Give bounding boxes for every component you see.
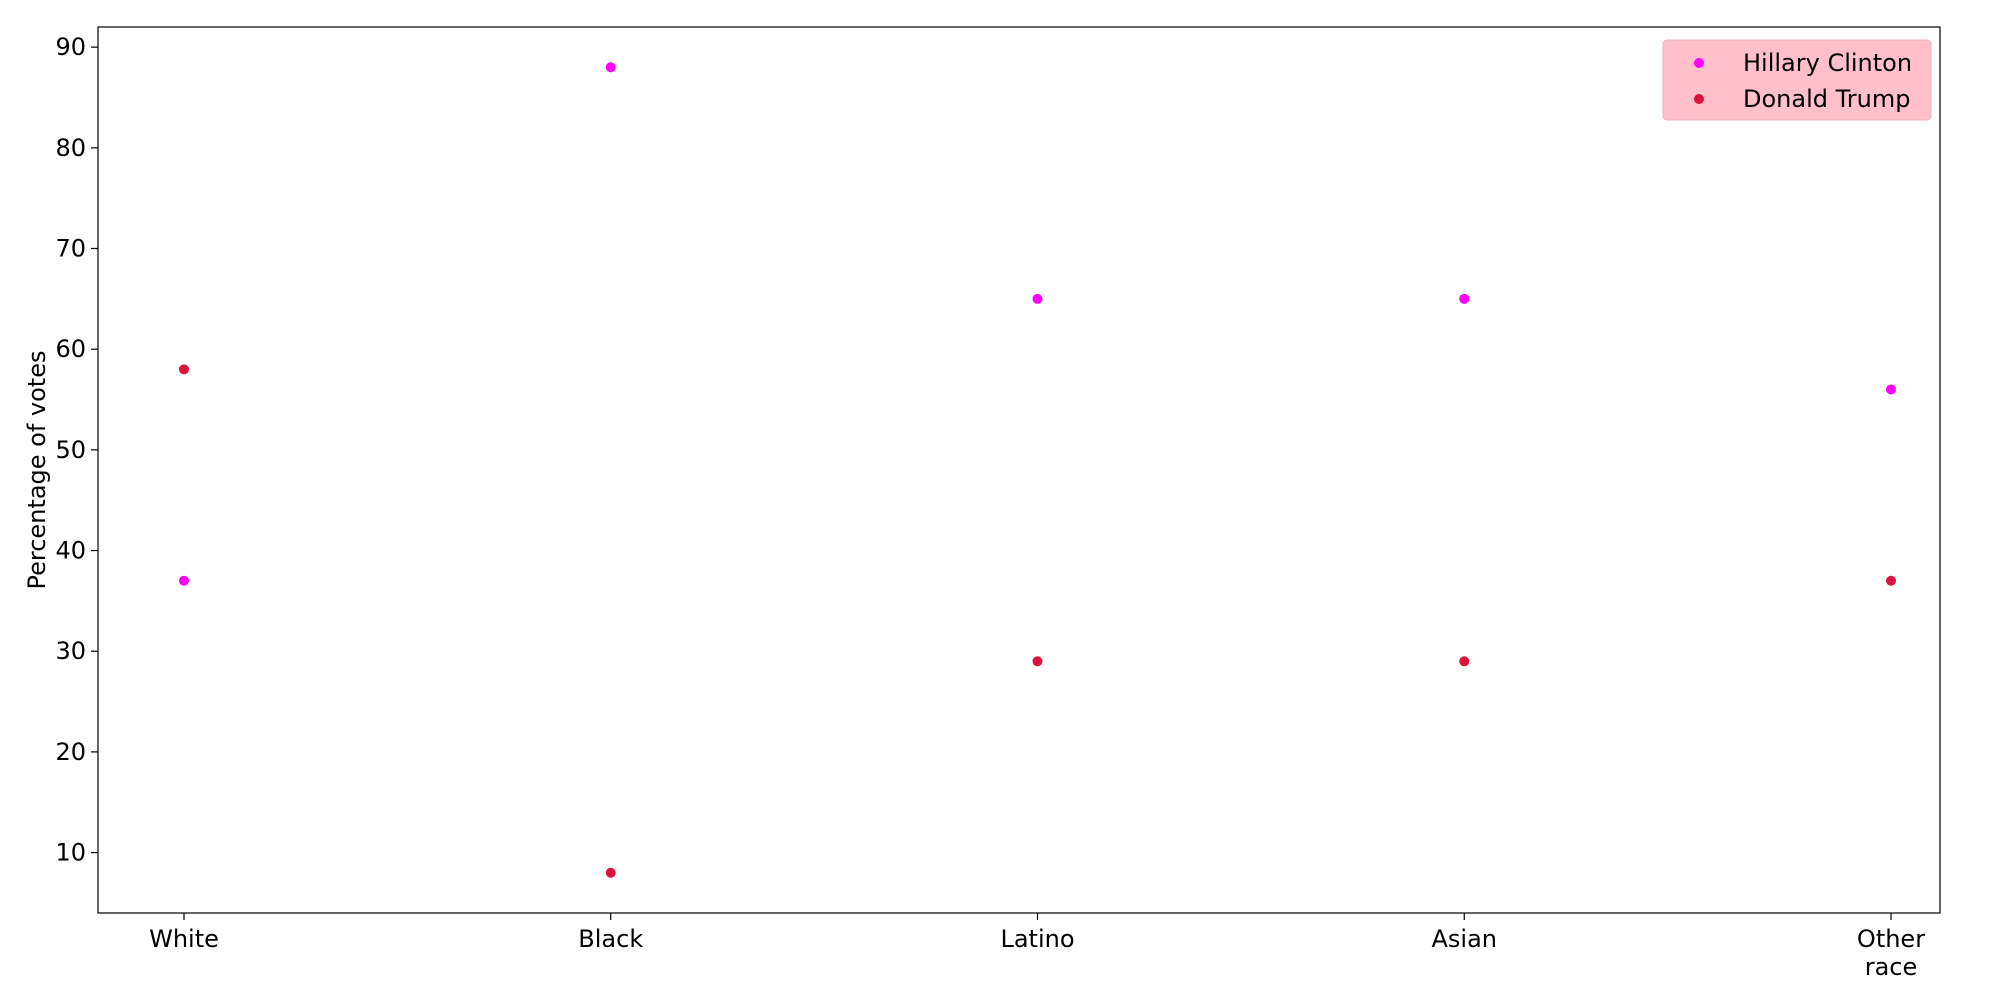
plot-area (97, 26, 1941, 914)
legend-marker (1694, 58, 1704, 68)
y-tick-label: 30 (55, 637, 86, 665)
data-points (179, 62, 1896, 878)
data-point (1886, 575, 1896, 586)
y-tick-label: 90 (55, 33, 86, 61)
y-tick-label: 80 (55, 134, 86, 162)
x-tick-label: White (149, 925, 219, 953)
legend-box (1662, 39, 1932, 121)
data-point (1032, 293, 1043, 304)
x-tick-label: Other race (1857, 925, 1925, 981)
y-tick-label: 20 (55, 738, 86, 766)
data-point (179, 575, 189, 586)
legend: Hillary Clinton Donald Trump (1662, 39, 1932, 121)
data-point (179, 364, 189, 375)
y-tick-label: 40 (55, 537, 86, 565)
x-tick-label: Asian (1431, 925, 1497, 953)
y-tick-label: 70 (55, 235, 86, 263)
y-tick-label: 10 (55, 839, 86, 867)
y-axis-ticks: 10 20 30 40 50 60 70 80 90 (55, 33, 98, 867)
data-point (1886, 384, 1896, 395)
x-axis-ticks: White Black Latino Asian Other race (149, 913, 1925, 981)
x-tick-label: Black (578, 925, 643, 953)
data-point (1459, 656, 1470, 667)
y-tick-label: 50 (55, 436, 86, 464)
data-point (605, 867, 616, 878)
legend-marker (1694, 94, 1704, 104)
y-axis-label: Percentage of votes (23, 351, 51, 590)
y-tick-label: 60 (55, 335, 86, 363)
legend-label: Hillary Clinton (1743, 49, 1912, 77)
legend-label: Donald Trump (1743, 85, 1910, 113)
data-point (1032, 656, 1043, 667)
data-point (1459, 293, 1470, 304)
data-point (605, 62, 616, 73)
x-tick-label: Latino (1000, 925, 1074, 953)
